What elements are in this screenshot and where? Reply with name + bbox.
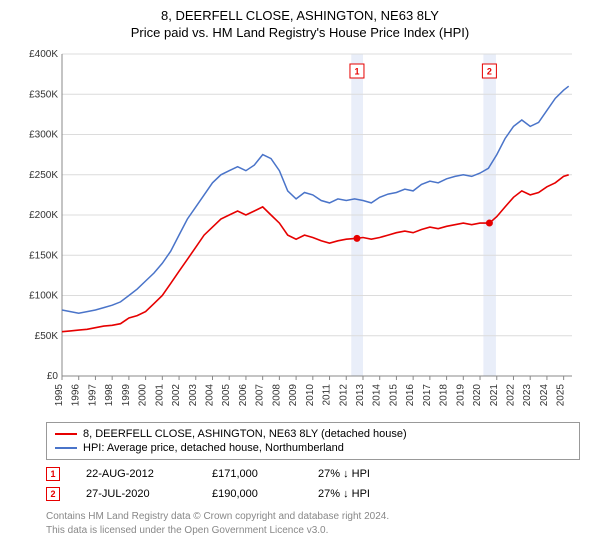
svg-text:2012: 2012 xyxy=(338,384,349,407)
legend-item-hpi: HPI: Average price, detached house, Nort… xyxy=(55,441,571,455)
svg-text:2019: 2019 xyxy=(455,384,466,407)
chart-area: £0 £50K £100K £150K £200K £250K £300K £350K £400… xyxy=(20,46,580,416)
transaction-diff: 27% ↓ HPI xyxy=(318,468,418,480)
svg-text:2016: 2016 xyxy=(405,384,416,407)
legend: 8, DEERFELL CLOSE, ASHINGTON, NE63 8LY (… xyxy=(46,422,580,460)
legend-label: HPI: Average price, detached house, Nort… xyxy=(83,442,344,454)
svg-text:2007: 2007 xyxy=(255,384,266,407)
svg-text:£250K: £250K xyxy=(29,170,58,181)
svg-text:£150K: £150K xyxy=(29,250,58,261)
svg-text:2013: 2013 xyxy=(355,384,366,407)
svg-text:2: 2 xyxy=(487,67,492,77)
svg-text:2023: 2023 xyxy=(522,384,533,407)
legend-swatch xyxy=(55,433,77,435)
svg-text:2008: 2008 xyxy=(271,384,282,407)
transaction-price: £171,000 xyxy=(212,468,292,480)
svg-text:2018: 2018 xyxy=(439,384,450,407)
svg-text:1996: 1996 xyxy=(71,384,82,407)
svg-text:1999: 1999 xyxy=(121,384,132,407)
legend-label: 8, DEERFELL CLOSE, ASHINGTON, NE63 8LY (… xyxy=(83,428,407,440)
svg-text:2009: 2009 xyxy=(288,384,299,407)
svg-text:2024: 2024 xyxy=(539,384,550,407)
transaction-date: 27-JUL-2020 xyxy=(86,488,186,500)
svg-text:£0: £0 xyxy=(47,371,59,382)
svg-text:2002: 2002 xyxy=(171,384,182,407)
transaction-date: 22-AUG-2012 xyxy=(86,468,186,480)
price-chart: £0 £50K £100K £150K £200K £250K £300K £350K £400… xyxy=(20,46,580,416)
svg-text:2006: 2006 xyxy=(238,384,249,407)
svg-text:1997: 1997 xyxy=(87,384,98,407)
svg-text:2000: 2000 xyxy=(138,384,149,407)
svg-text:2011: 2011 xyxy=(322,384,333,406)
transaction-marker-icon: 2 xyxy=(46,487,60,501)
svg-text:£300K: £300K xyxy=(29,130,58,141)
svg-text:2005: 2005 xyxy=(221,384,232,407)
transaction-row: 1 22-AUG-2012 £171,000 27% ↓ HPI xyxy=(46,464,580,484)
chart-subtitle: Price paid vs. HM Land Registry's House … xyxy=(0,23,600,46)
svg-text:£200K: £200K xyxy=(29,210,58,221)
transaction-row: 2 27-JUL-2020 £190,000 27% ↓ HPI xyxy=(46,484,580,504)
svg-text:£100K: £100K xyxy=(29,291,58,302)
svg-text:2020: 2020 xyxy=(472,384,483,407)
svg-text:1: 1 xyxy=(354,67,359,77)
transaction-table: 1 22-AUG-2012 £171,000 27% ↓ HPI 2 27-JU… xyxy=(46,464,580,504)
svg-text:1998: 1998 xyxy=(104,384,115,407)
transaction-price: £190,000 xyxy=(212,488,292,500)
footer-line: Contains HM Land Registry data © Crown c… xyxy=(46,510,580,524)
svg-text:2001: 2001 xyxy=(154,384,165,407)
transaction-marker-icon: 1 xyxy=(46,467,60,481)
footer-attribution: Contains HM Land Registry data © Crown c… xyxy=(46,510,580,537)
svg-text:1995: 1995 xyxy=(54,384,65,407)
svg-text:2022: 2022 xyxy=(505,384,516,407)
chart-title: 8, DEERFELL CLOSE, ASHINGTON, NE63 8LY xyxy=(0,0,600,23)
svg-text:2014: 2014 xyxy=(372,384,383,407)
svg-text:2015: 2015 xyxy=(388,384,399,407)
transaction-diff: 27% ↓ HPI xyxy=(318,488,418,500)
svg-text:2010: 2010 xyxy=(305,384,316,407)
legend-item-property: 8, DEERFELL CLOSE, ASHINGTON, NE63 8LY (… xyxy=(55,427,571,441)
svg-text:2003: 2003 xyxy=(188,384,199,407)
svg-text:2025: 2025 xyxy=(556,384,567,407)
svg-text:2004: 2004 xyxy=(204,384,215,407)
footer-line: This data is licensed under the Open Gov… xyxy=(46,524,580,538)
svg-text:2017: 2017 xyxy=(422,384,433,407)
svg-text:£400K: £400K xyxy=(29,49,58,60)
svg-text:£350K: £350K xyxy=(29,89,58,100)
svg-text:2021: 2021 xyxy=(489,384,500,407)
legend-swatch xyxy=(55,447,77,449)
svg-text:£50K: £50K xyxy=(35,331,59,342)
